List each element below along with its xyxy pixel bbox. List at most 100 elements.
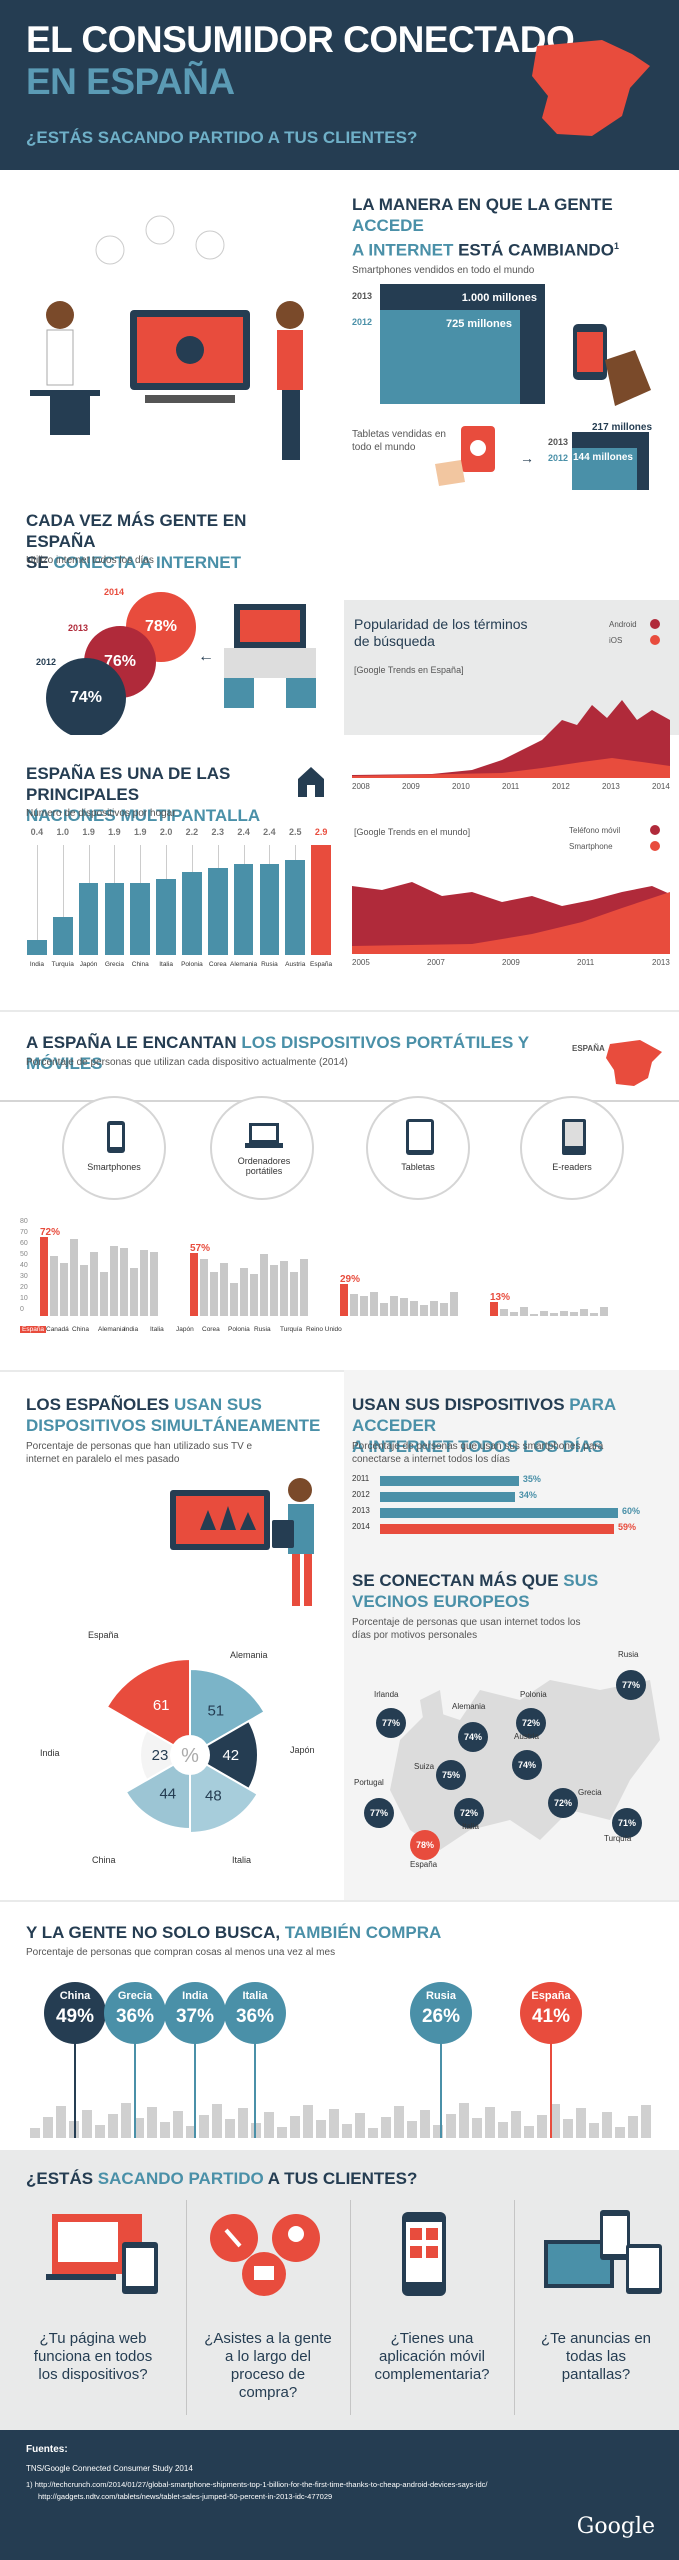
buy-stem <box>74 2040 76 2138</box>
axis-tick: 2014 <box>652 782 670 791</box>
pie-value: 51 <box>207 1702 224 1719</box>
device-tablets: Tabletas <box>366 1096 470 1200</box>
buy-bar <box>121 2103 131 2138</box>
buy-bar <box>524 2126 534 2138</box>
pie-country-label: India <box>40 1748 60 1758</box>
portables-bar <box>190 1253 198 1316</box>
pie-country-label: Italia <box>232 1855 252 1865</box>
buy-bar <box>264 2112 274 2138</box>
multiscreen-bar <box>285 860 306 955</box>
buy-bar <box>251 2123 261 2138</box>
daily-value: 35% <box>522 1474 541 1484</box>
buy-country: Grecia <box>117 1990 153 2002</box>
header: EL CONSUMIDOR CONECTADO EN ESPAÑA ¿ESTÁS… <box>0 0 679 170</box>
portables-country: Canadá <box>46 1326 69 1333</box>
trends-world-chart <box>352 882 670 954</box>
clients-title: ¿ESTÁS SACANDO PARTIDO A TUS CLIENTES? <box>26 2169 418 2188</box>
portables-bar <box>40 1236 48 1316</box>
legend-dots <box>650 619 660 645</box>
usage-section: LOS ESPAÑOLES USAN SUS DISPOSITIVOS SIMUL… <box>0 1370 679 1900</box>
buy-bar <box>615 2127 625 2138</box>
multiscreen-value-label: 2.9 <box>314 827 328 837</box>
portables-bar <box>90 1252 98 1316</box>
smartphones-caption: Smartphones vendidos en todo el mundo <box>352 265 535 276</box>
simul-caption: Porcentaje de personas que han utilizado… <box>26 1441 253 1465</box>
device-label-smartphones: Smartphones <box>87 1162 141 1172</box>
smartphone-hand-icon <box>573 324 651 406</box>
europe-marker: 77% <box>616 1670 646 1700</box>
trends-section: Popularidad de los términos de búsqueda … <box>344 600 679 1000</box>
daily-bar <box>380 1476 519 1486</box>
buy-bar <box>173 2111 183 2138</box>
buy-bar <box>186 2126 196 2138</box>
multiscreen-country: Alemania <box>230 961 258 968</box>
access-title: LA MANERA EN QUE LA GENTE ACCEDE A INTER… <box>352 195 619 260</box>
multiscreen-country: China <box>131 961 149 968</box>
multiscreen-caption: Número de dispositivos por hogar <box>26 808 176 819</box>
buy-bar <box>56 2106 66 2138</box>
internet-2012-year: 2012 <box>36 657 57 667</box>
multiscreen-bar <box>130 882 151 955</box>
buy-bar <box>303 2105 313 2138</box>
buy-bar <box>602 2112 612 2138</box>
europe-marker: 75% <box>436 1760 466 1790</box>
buy-bar <box>160 2122 170 2138</box>
portables-bar <box>50 1255 58 1316</box>
laptop-hands-illustration <box>224 604 316 708</box>
portables-bar <box>500 1309 508 1316</box>
buy-bar <box>381 2117 391 2138</box>
daily-bar-chart: 2011 35% 2012 34% 2013 60% 2014 59% <box>352 1474 672 1564</box>
multiscreen-bar <box>156 879 176 955</box>
buy-bar <box>407 2121 417 2138</box>
axis-tick: 2011 <box>502 782 520 791</box>
portables-bar <box>520 1307 528 1316</box>
portables-bar <box>200 1258 208 1316</box>
portables-bar <box>570 1311 578 1316</box>
multi-screen-ads-icon <box>544 2210 662 2294</box>
buy-bar <box>641 2105 651 2138</box>
buy-bar <box>394 2106 404 2138</box>
pie-country-label: China <box>92 1855 116 1865</box>
portables-bar <box>530 1313 538 1316</box>
multiscreen-country: India <box>29 961 44 968</box>
pie-value: 48 <box>205 1788 222 1805</box>
legend-telefono-movil: Teléfono móvil <box>569 826 621 835</box>
europe-country-label: Suiza <box>414 1762 435 1771</box>
europe-title: SE CONECTAN MÁS QUE SUS VECINOS EUROPEOS <box>352 1571 599 1611</box>
portables-country: Reino Unido <box>306 1326 342 1333</box>
buy-country: Rusia <box>426 1990 456 2002</box>
multiscreen-bar <box>182 871 202 955</box>
buy-bubble <box>164 1982 226 2044</box>
buy-section: Y LA GENTE NO SOLO BUSCA, TAMBIÉN COMPRA… <box>0 1900 679 2150</box>
multiscreen-country: Austria <box>285 961 306 968</box>
buy-bar <box>225 2119 235 2138</box>
internet-caption: Utilizo internet todos los días <box>26 555 154 566</box>
buy-value: 37% <box>175 2006 215 2027</box>
legend-smartphone: Smartphone <box>569 842 613 851</box>
axis-tick: 2011 <box>577 958 595 967</box>
buy-stem <box>440 2040 442 2138</box>
portables-ytick: 10 <box>20 1295 28 1302</box>
portables-bar <box>550 1312 558 1316</box>
internet-2014-year: 2014 <box>104 587 125 597</box>
buy-value: 41% <box>531 2006 571 2027</box>
europe-marker: 72% <box>454 1798 484 1828</box>
device-laptops: Ordenadores portátiles <box>210 1096 314 1200</box>
pie-center <box>170 1735 210 1775</box>
europe-marker: 72% <box>548 1788 578 1818</box>
buy-bar <box>576 2108 586 2138</box>
buy-bar <box>563 2119 573 2138</box>
question-web: ¿Tu página web funciona en todos los dis… <box>33 2330 153 2383</box>
buy-bubble <box>224 1982 286 2044</box>
multiscreen-chart: 0.4 India 1.0 Turquía 1.9 Japón 1.9 Grecia 1.9 Ch… <box>24 827 334 997</box>
axis-tick: 2012 <box>552 782 570 791</box>
portables-bar <box>430 1300 438 1316</box>
europe-caption: Porcentaje de personas que usan internet… <box>352 1617 581 1641</box>
buy-bar <box>212 2104 222 2138</box>
buy-bar <box>355 2113 365 2138</box>
portables-bar <box>220 1263 228 1316</box>
portables-ytick: 40 <box>20 1262 28 1269</box>
buy-bubble <box>520 1982 582 2044</box>
spain-small-map-icon <box>606 1040 662 1086</box>
portables-bar <box>240 1267 248 1316</box>
